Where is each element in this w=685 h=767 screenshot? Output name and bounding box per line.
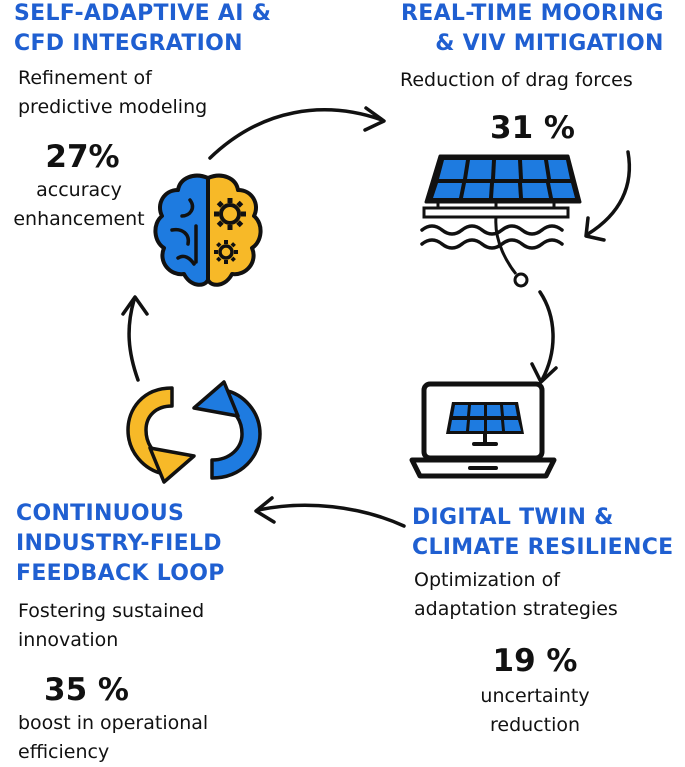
arrow-mooring-curve xyxy=(586,150,632,236)
stage-4-stat-label: boost in operational efficiency xyxy=(18,709,208,767)
stage-4-title-line-3: FEEDBACK LOOP xyxy=(16,561,225,586)
laptop-solar-panel-icon xyxy=(409,381,557,479)
stage-4-title-line-1: CONTINUOUS xyxy=(16,501,185,526)
stage-4-desc-line-1: Fostering sustained xyxy=(18,600,205,622)
stage-1-stat-value: 27% xyxy=(45,139,120,175)
stage-2-description: Reduction of drag forces xyxy=(400,66,633,95)
stage-3-title-line-2: CLIMATE RESILIENCE xyxy=(412,535,674,560)
arrowhead-feedback-to-ai xyxy=(121,295,149,316)
stage-3-stat-line-1: uncertainty xyxy=(480,685,590,707)
stage-1-desc-line-1: Refinement of xyxy=(18,67,152,89)
arrow-twin-to-feedback xyxy=(256,503,406,528)
stage-3-title: DIGITAL TWIN & CLIMATE RESILIENCE xyxy=(412,503,673,563)
stage-4-stat-line-2: efficiency xyxy=(18,741,110,763)
stage-3-stat-value: 19 % xyxy=(492,643,578,679)
arrowhead-mooring-to-twin xyxy=(530,362,558,384)
arrow-feedback-to-ai xyxy=(127,298,140,382)
arrowhead-twin-to-feedback xyxy=(254,496,276,524)
stage-3-desc-line-2: adaptation strategies xyxy=(414,598,618,620)
stage-1-stat-line-1: accuracy xyxy=(36,179,122,201)
floating-solar-panel-icon xyxy=(420,154,582,288)
stage-2-title-line-1: REAL-TIME MOORING xyxy=(401,1,664,26)
stage-4-stat-value: 35 % xyxy=(44,672,129,708)
stage-1-desc-line-2: predictive modeling xyxy=(18,96,208,118)
stage-4-desc-line-2: innovation xyxy=(18,629,119,651)
stage-1-title-line-2: CFD INTEGRATION xyxy=(14,31,243,56)
refresh-cycle-icon xyxy=(126,380,262,484)
stage-3-desc-line-1: Optimization of xyxy=(414,569,560,591)
stage-4-title-line-2: INDUSTRY-FIELD xyxy=(16,531,222,556)
stage-4-title: CONTINUOUS INDUSTRY-FIELD FEEDBACK LOOP xyxy=(16,499,225,589)
stage-4-description: Fostering sustained innovation xyxy=(18,597,204,655)
stage-1-description: Refinement of predictive modeling xyxy=(18,64,207,122)
stage-1-title: SELF-ADAPTIVE AI & CFD INTEGRATION xyxy=(14,0,271,59)
stage-2-stat-value: 31 % xyxy=(490,110,575,146)
arrowhead-mooring-curve xyxy=(584,216,606,242)
stage-2-desc-line-1: Reduction of drag forces xyxy=(400,69,633,91)
stage-4-stat-line-1: boost in operational xyxy=(18,712,209,734)
arrow-ai-to-mooring xyxy=(208,108,384,160)
stage-2-title: REAL-TIME MOORING & VIV MITIGATION xyxy=(401,0,664,59)
stage-1-title-line-1: SELF-ADAPTIVE AI & xyxy=(14,1,272,26)
stage-3-description: Optimization of adaptation strategies xyxy=(414,566,618,624)
stage-1-stat-line-2: enhancement xyxy=(13,208,145,230)
stage-3-title-line-1: DIGITAL TWIN & xyxy=(412,505,614,530)
stage-3-stat-label: uncertainty reduction xyxy=(455,682,615,740)
arrowhead-ai-to-mooring xyxy=(363,106,386,132)
stage-3-stat-line-2: reduction xyxy=(489,714,581,736)
stage-2-title-line-2: & VIV MITIGATION xyxy=(435,31,664,56)
brain-gears-icon xyxy=(153,173,263,287)
stage-1-stat-label: accuracy enhancement xyxy=(0,176,158,234)
arrow-mooring-to-twin xyxy=(538,290,555,382)
